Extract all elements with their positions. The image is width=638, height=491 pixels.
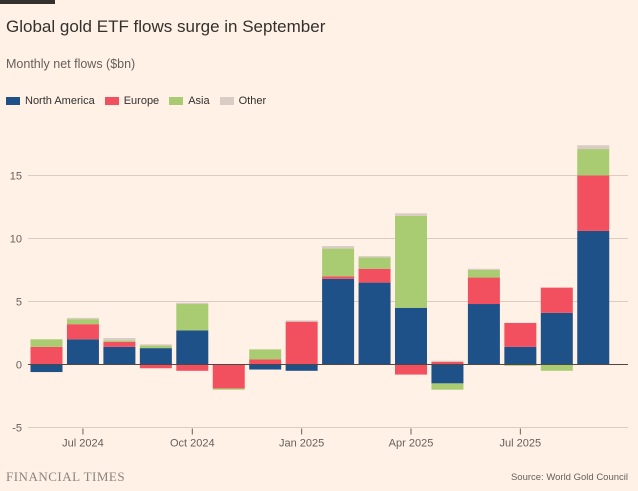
bar-segment-asia — [577, 149, 610, 176]
bar-segment-other — [66, 317, 99, 320]
bar-segment-asia — [176, 304, 209, 331]
bar-segment-other — [322, 246, 355, 249]
bar-segment-other — [176, 302, 209, 305]
bar-segment-europe — [176, 364, 209, 371]
bar-segment-europe — [30, 346, 63, 365]
chart-legend: North America Europe Asia Other — [6, 95, 276, 107]
chart-subtitle: Monthly net flows ($bn) — [6, 57, 136, 71]
bar-segment-asia — [139, 345, 172, 349]
source-note: Source: World Gold Council — [510, 472, 628, 483]
bar-segment-asia — [322, 248, 355, 277]
bar-segment-asia — [66, 319, 99, 325]
bar-segment-other — [395, 213, 427, 216]
legend-swatch — [169, 97, 184, 105]
x-tick-label: Jul 2025 — [500, 438, 542, 450]
bar-segment-asia — [358, 257, 391, 269]
bar-segment-north-america — [30, 364, 63, 373]
bar-segment-asia — [30, 339, 63, 347]
legend-label: Asia — [188, 95, 210, 107]
bar-segment-north-america — [249, 364, 282, 370]
bar-segment-other — [358, 256, 391, 258]
bar-segment-north-america — [66, 339, 99, 365]
bar-segment-north-america — [395, 307, 427, 365]
y-tick-label: 5 — [16, 297, 22, 309]
bar-segment-asia — [467, 270, 500, 278]
bar-segment-north-america — [540, 312, 573, 365]
bar-segment-europe — [467, 277, 500, 305]
bar-segment-asia — [504, 364, 537, 366]
bar-segment-europe — [395, 364, 427, 375]
legend-swatch — [219, 97, 234, 105]
bar-segment-north-america — [431, 364, 464, 384]
y-tick-label: 15 — [10, 171, 22, 183]
legend-swatch — [104, 97, 119, 105]
bar-segment-other — [285, 320, 318, 322]
bar-segment-asia — [249, 349, 282, 360]
chart-title: Global gold ETF flows surge in September — [6, 17, 326, 36]
bar-segment-north-america — [467, 304, 500, 365]
bar-segment-north-america — [358, 282, 391, 365]
bar-segment-europe — [212, 364, 245, 389]
bar-segment-asia — [212, 388, 245, 390]
bar-segment-asia — [395, 215, 427, 308]
x-tick-label: Jul 2024 — [62, 438, 104, 450]
bar-segment-europe — [66, 324, 99, 340]
y-tick-label: 10 — [10, 234, 22, 246]
bar-segment-asia — [103, 340, 136, 342]
bar-segment-north-america — [577, 230, 610, 365]
legend-item-europe: Europe — [104, 95, 160, 107]
bar-segment-other — [577, 145, 610, 150]
ft-top-bar — [0, 0, 55, 4]
legend-item-asia: Asia — [169, 95, 210, 107]
ft-logo: FINANCIAL TIMES — [6, 469, 126, 484]
bar-segment-other — [431, 360, 464, 362]
bar-segment-europe — [540, 287, 573, 313]
legend-swatch — [6, 97, 20, 105]
bar-segment-europe — [504, 322, 537, 347]
bar-segment-europe — [322, 276, 355, 279]
x-tick-label: Jan 2025 — [279, 438, 324, 450]
bar-segment-north-america — [103, 346, 136, 365]
y-tick-label: 0 — [16, 360, 22, 372]
legend-label: North America — [25, 95, 95, 107]
bar-segment-europe — [358, 268, 391, 283]
bar-segment-asia — [540, 364, 573, 371]
x-tick-label: Oct 2024 — [170, 438, 215, 450]
bar-segment-europe — [285, 321, 318, 365]
bar-segment-other — [139, 344, 172, 346]
bar-segment-other — [103, 338, 136, 341]
legend-item-north-america: North America — [6, 95, 95, 107]
y-tick-label: -5 — [12, 423, 22, 435]
bar-segment-north-america — [139, 348, 172, 365]
bar-segment-other — [467, 268, 500, 270]
bar-segment-north-america — [285, 364, 318, 371]
bar-segment-north-america — [322, 278, 355, 365]
bar-segment-north-america — [504, 346, 537, 365]
legend-label: Other — [238, 95, 267, 107]
legend-item-other: Other — [219, 95, 267, 107]
bar-segment-asia — [431, 383, 464, 390]
bar-segment-europe — [577, 175, 610, 231]
bar-segment-north-america — [176, 330, 209, 365]
x-tick-label: Apr 2025 — [389, 438, 434, 450]
bar-segment-europe — [431, 361, 464, 365]
bar-segment-europe — [139, 364, 172, 369]
bar-segment-europe — [103, 341, 136, 347]
bar-segment-europe — [249, 359, 282, 365]
legend-label: Europe — [123, 95, 160, 107]
